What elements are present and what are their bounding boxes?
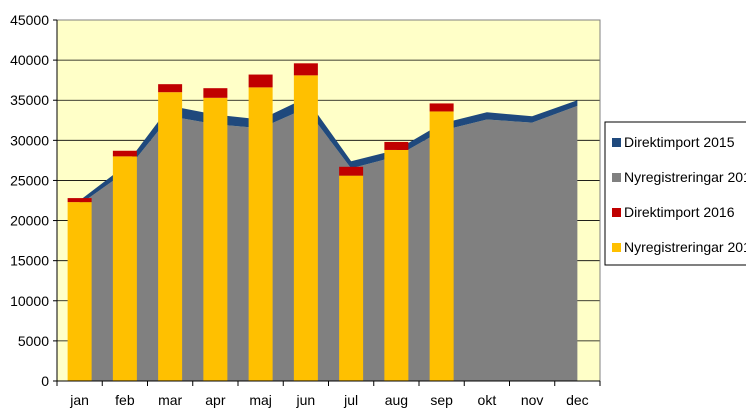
bar-direktimport-2016-aug xyxy=(384,141,409,150)
bar-nyregistreringar-2016-feb xyxy=(112,156,137,381)
y-tick-label: 30000 xyxy=(10,132,49,148)
bar-direktimport-2016-mar xyxy=(158,84,183,93)
bar-direktimport-2016-jul xyxy=(339,166,364,176)
y-tick-label: 15000 xyxy=(10,253,49,269)
y-tick-label: 5000 xyxy=(18,333,49,349)
x-tick-label: jul xyxy=(343,392,358,408)
y-tick-label: 40000 xyxy=(10,52,49,68)
bar-nyregistreringar-2016-mar xyxy=(158,92,183,381)
x-tick-label: jan xyxy=(69,392,89,408)
legend-label: Nyregistreringar 2015 xyxy=(624,169,746,185)
y-tick-label: 20000 xyxy=(10,213,49,229)
bar-nyregistreringar-2016-apr xyxy=(203,97,228,381)
bar-direktimport-2016-jan xyxy=(67,198,92,203)
bar-nyregistreringar-2016-jan xyxy=(67,202,92,381)
y-tick-label: 25000 xyxy=(10,172,49,188)
x-tick-label: nov xyxy=(521,392,544,408)
x-tick-label: dec xyxy=(566,392,589,408)
x-tick-label: jun xyxy=(296,392,316,408)
x-axis-tick-labels: jan feb mar apr maj jun jul aug sep okt nov dec xyxy=(69,392,588,408)
x-tick-label: mar xyxy=(158,392,182,408)
bar-nyregistreringar-2016-maj xyxy=(248,87,273,382)
legend-label: Nyregistreringar 2016 xyxy=(624,239,746,255)
bar-direktimport-2016-feb xyxy=(112,150,137,157)
x-tick-label: apr xyxy=(205,392,226,408)
legend-box xyxy=(604,121,746,266)
y-tick-label: 45000 xyxy=(10,12,49,28)
legend-swatch xyxy=(612,208,621,217)
bar-nyregistreringar-2016-jul xyxy=(339,175,364,381)
y-tick-label: 35000 xyxy=(10,92,49,108)
y-tick-label: 0 xyxy=(41,373,49,389)
axes xyxy=(53,19,601,386)
bar-direktimport-2016-sep xyxy=(429,103,454,112)
legend-label: Direktimport 2016 xyxy=(624,204,735,220)
bar-direktimport-2016-maj xyxy=(248,74,273,88)
area-nyregistreringar-2015 xyxy=(79,105,578,382)
bar-nyregistreringar-2016-jun xyxy=(293,75,318,381)
legend-swatch xyxy=(612,173,621,182)
bar-nyregistreringar-2016-aug xyxy=(384,149,409,381)
y-axis-tick-labels: 0 5000 10000 15000 20000 25000 30000 35000 40000… xyxy=(10,12,49,389)
bar-nyregistreringar-2016-sep xyxy=(429,111,454,381)
bar-direktimport-2016-jun xyxy=(293,63,318,76)
legend: Direktimport 2015 Nyregistreringar 2015 Di… xyxy=(604,121,746,266)
legend-swatch xyxy=(612,243,621,252)
x-tick-label: okt xyxy=(478,392,497,408)
x-tick-label: aug xyxy=(385,392,408,408)
area-series-2015 xyxy=(79,97,578,382)
bar-direktimport-2016-apr xyxy=(203,88,228,98)
x-tick-label: feb xyxy=(115,392,135,408)
y-tick-label: 10000 xyxy=(10,293,49,309)
legend-swatch xyxy=(612,138,621,147)
bar-series-2016 xyxy=(67,63,454,382)
x-tick-label: sep xyxy=(430,392,453,408)
legend-label: Direktimport 2015 xyxy=(624,134,735,150)
x-tick-label: maj xyxy=(249,392,272,408)
